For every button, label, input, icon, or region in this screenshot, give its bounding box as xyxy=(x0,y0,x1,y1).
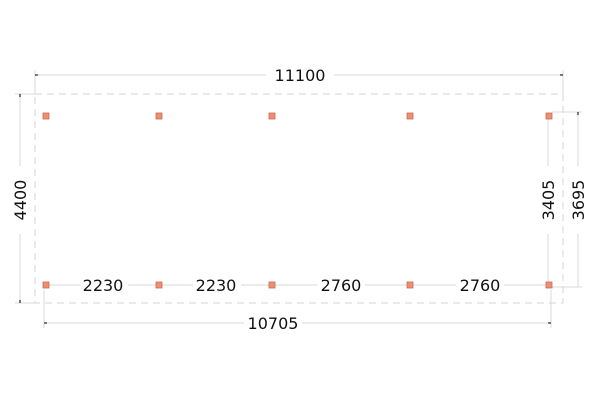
dimension-overall-depth: 4400 xyxy=(10,93,35,304)
post xyxy=(406,112,414,120)
post xyxy=(42,112,50,120)
dimension-post-span: 10705 xyxy=(43,290,552,333)
post xyxy=(545,112,553,120)
dimension-side-depth: 3695 xyxy=(552,111,588,288)
post xyxy=(268,112,276,120)
post xyxy=(155,112,163,120)
post xyxy=(268,281,276,289)
overall-depth-label: 4400 xyxy=(11,180,30,221)
dimension-overall-width: 11100 xyxy=(34,64,564,94)
roof-outline xyxy=(34,93,564,304)
post xyxy=(406,281,414,289)
post xyxy=(42,281,50,289)
post-depth-label: 3405 xyxy=(539,180,558,221)
dimension-bays: 2230 2230 2760 2760 xyxy=(46,276,549,295)
overall-width-label: 11100 xyxy=(275,66,326,85)
post-span-label: 10705 xyxy=(248,314,299,333)
bay-spacing-label: 2230 xyxy=(83,276,124,295)
bay-spacing-label: 2760 xyxy=(321,276,362,295)
dimension-post-depth: 3405 xyxy=(538,116,558,285)
post xyxy=(155,281,163,289)
side-depth-label: 3695 xyxy=(569,180,588,221)
posts xyxy=(42,112,553,289)
bay-spacing-label: 2230 xyxy=(196,276,237,295)
post xyxy=(545,281,553,289)
bay-spacing-label: 2760 xyxy=(460,276,501,295)
